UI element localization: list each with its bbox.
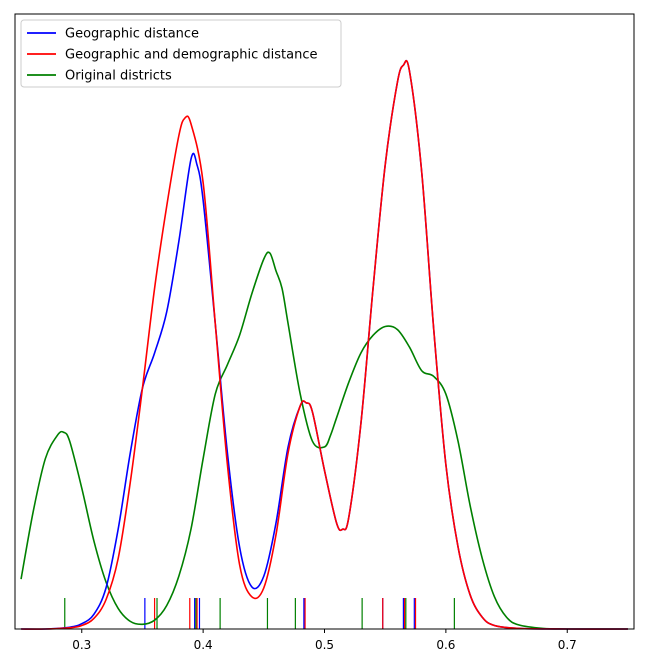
x-tick-label-3: 0.6 (436, 638, 455, 652)
series-lines (20, 59, 628, 630)
x-tick-label-4: 0.7 (558, 638, 577, 652)
legend-box (20, 19, 342, 88)
legend-label-1: Geographic and demographic distance (65, 48, 317, 63)
x-tick-label-0: 0.3 (72, 638, 91, 652)
legend-label-2: Original districts (65, 69, 172, 84)
series-line-2 (20, 251, 628, 630)
rug-marks (64, 598, 455, 629)
x-tick-label-2: 0.5 (315, 638, 334, 652)
legend: Geographic distance Geographic and demogr… (20, 19, 342, 88)
x-tick-label-1: 0.4 (194, 638, 213, 652)
plot-area (15, 14, 634, 629)
series-line-1 (21, 59, 628, 630)
x-axis-ticks: 0.3 0.4 0.5 0.6 0.7 (72, 629, 577, 652)
legend-label-0: Geographic distance (65, 27, 199, 42)
